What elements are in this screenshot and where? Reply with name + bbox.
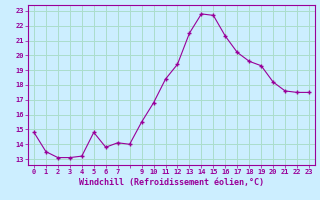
X-axis label: Windchill (Refroidissement éolien,°C): Windchill (Refroidissement éolien,°C)	[79, 178, 264, 187]
